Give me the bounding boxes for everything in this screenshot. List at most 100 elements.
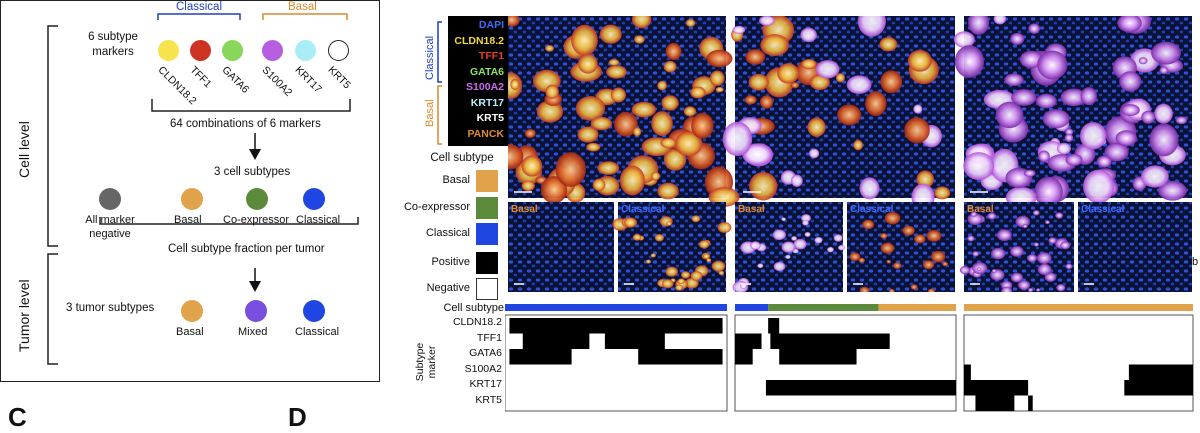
cell-subtype-label: Classical xyxy=(296,214,341,226)
tumor-subtype-circle xyxy=(245,300,267,322)
micrograph-cell xyxy=(510,79,520,90)
inset-3-basal: Basal xyxy=(967,204,994,215)
micrograph-cell xyxy=(995,101,1024,129)
inset-cell xyxy=(888,288,895,292)
inset-cell xyxy=(880,232,888,239)
marker-circle-gata6 xyxy=(222,40,243,61)
micrograph-cell xyxy=(748,73,769,91)
tumor-subtype-circle xyxy=(303,300,325,322)
inset-cell xyxy=(691,215,701,223)
micrograph-cell xyxy=(1151,41,1181,65)
micrograph-cell xyxy=(586,142,601,152)
inset-cell xyxy=(1010,246,1024,257)
cell-subtype-row-label: Cell subtype xyxy=(443,302,504,314)
tumor-subtype-label: Basal xyxy=(176,326,204,338)
inset-cell xyxy=(801,214,811,223)
inset-cell xyxy=(880,242,895,254)
inset-cell xyxy=(802,220,809,226)
micrograph-cell xyxy=(835,72,845,83)
channel-group-classical: Classical xyxy=(424,35,436,80)
inset-2-basal: Basal xyxy=(738,204,765,215)
heatmap-positive-cell xyxy=(975,395,1015,411)
inset-cell xyxy=(1044,272,1057,282)
inset-1-basal: Basal xyxy=(511,204,538,215)
micrograph-cell xyxy=(691,112,714,139)
micrograph-cell xyxy=(815,60,840,79)
inset-cell xyxy=(1056,283,1066,292)
micrograph-cell xyxy=(690,86,706,99)
inset-cell xyxy=(1033,242,1040,247)
micrograph-cell xyxy=(555,152,586,187)
inset-cell xyxy=(1032,210,1040,216)
inset-cell xyxy=(1001,286,1013,292)
marker-circle-s100a2 xyxy=(262,40,283,61)
micrograph-cell xyxy=(1115,130,1138,147)
legend-label: Positive xyxy=(431,256,470,268)
micrograph-cell xyxy=(879,37,898,52)
heatmap-row-label: TFF1 xyxy=(476,331,502,344)
inset-cell xyxy=(1037,263,1052,276)
inset-cell xyxy=(849,252,861,262)
micrograph-cell xyxy=(1138,57,1148,65)
panel-a-schematic: Cell level Tumor level 6 subtype markers… xyxy=(0,0,380,382)
marker-circle-krt17 xyxy=(295,40,316,61)
inset-cell xyxy=(665,266,679,277)
inset-cell xyxy=(1036,288,1041,292)
inset-cell xyxy=(827,246,834,253)
micrograph-cell xyxy=(1019,50,1044,69)
inset-cell xyxy=(1028,287,1034,292)
micrograph-cell xyxy=(1056,142,1071,155)
inset-cell xyxy=(677,278,685,285)
legend-label: Basal xyxy=(442,174,470,186)
legend-swatch xyxy=(476,223,498,245)
inset-cell xyxy=(793,238,807,250)
legend-label: Classical xyxy=(425,227,470,239)
micrograph-cell xyxy=(1034,176,1063,208)
marker-circle-tff1 xyxy=(190,40,211,61)
inset-cell xyxy=(624,217,638,228)
inset-cell xyxy=(987,212,997,220)
panel-a-brackets xyxy=(47,13,359,365)
micrograph-cell xyxy=(1119,71,1142,92)
micrograph-cell xyxy=(590,116,613,131)
subtype-bar-segment xyxy=(735,304,769,311)
channel-group-basal: Basal xyxy=(424,99,436,127)
inset-1-classical: Classical xyxy=(621,204,665,215)
micrograph-cell xyxy=(1004,73,1024,87)
heatmap-row-label: KRT5 xyxy=(475,393,502,406)
inset-cell xyxy=(650,253,656,258)
inset-cell xyxy=(862,219,875,230)
inset-cell xyxy=(926,229,942,242)
micrograph-cell xyxy=(651,171,661,181)
marker-circle-cldn182 xyxy=(158,40,179,61)
inset-cell xyxy=(1065,263,1073,270)
cell-subtype-circle xyxy=(181,188,203,210)
inset-cell xyxy=(959,266,971,275)
inset-cell xyxy=(922,260,935,270)
micrograph-cell xyxy=(540,176,568,204)
tumor-subtype-label: Mixed xyxy=(238,326,268,338)
inset-cell xyxy=(654,234,665,242)
inset-cell xyxy=(996,229,1012,242)
micrograph-cell xyxy=(934,186,951,200)
inset-cell xyxy=(1060,241,1071,250)
legend-swatch xyxy=(476,197,498,219)
micrograph-cell xyxy=(777,63,800,84)
inset-cell xyxy=(703,253,710,259)
channel-label: KRT17 xyxy=(470,96,504,109)
inset-cell xyxy=(1048,237,1057,244)
inset-cell xyxy=(886,259,891,264)
micrograph-cell xyxy=(660,137,677,149)
micrograph-cell xyxy=(685,18,696,27)
micrograph-cell xyxy=(907,49,932,72)
micrograph-cell xyxy=(1065,153,1083,166)
micrograph-cell xyxy=(536,100,564,123)
micrograph-cell xyxy=(837,104,862,126)
inset-cell xyxy=(1018,280,1031,290)
channel-label: PANCK xyxy=(467,127,504,140)
inset-cell xyxy=(717,221,732,233)
inset-cell xyxy=(718,270,725,276)
micrograph-cell xyxy=(709,70,725,87)
all-negative-label: All marker negative xyxy=(85,214,135,240)
inset-3-classical: Classical xyxy=(1081,204,1125,215)
